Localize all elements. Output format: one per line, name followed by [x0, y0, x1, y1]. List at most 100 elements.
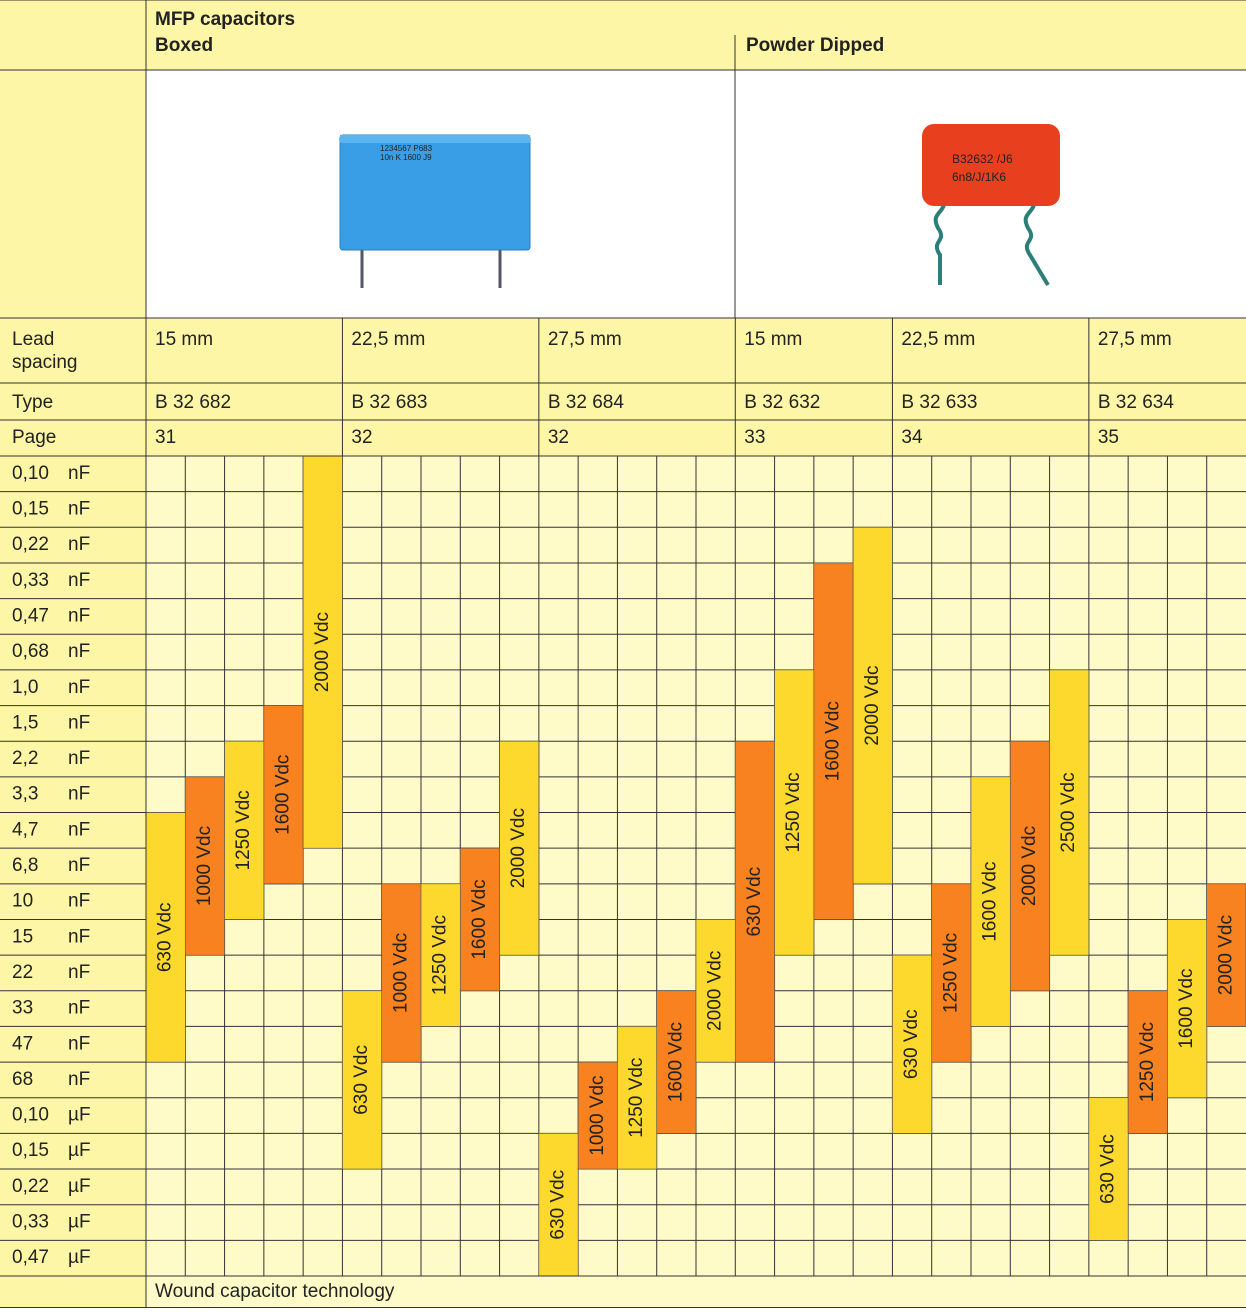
type: B 32 684	[548, 392, 624, 413]
section-title: Powder Dipped	[746, 35, 884, 56]
page-number: 35	[1098, 427, 1119, 448]
voltage-label: 1250 Vdc	[940, 933, 961, 1013]
voltage-label: 1250 Vdc	[783, 772, 804, 852]
capacitance-value: 1,0	[12, 677, 38, 698]
capacitance-value: 0,22	[12, 534, 49, 555]
capacitance-value: 4,7	[12, 819, 38, 840]
capacitance-unit: nF	[68, 498, 90, 519]
capacitance-value: 33	[12, 998, 33, 1019]
label-cell	[0, 70, 146, 318]
voltage-label: 2000 Vdc	[1019, 826, 1040, 906]
voltage-label: 630 Vdc	[155, 902, 176, 972]
capacitance-value: 6,8	[12, 855, 38, 876]
voltage-label: 1250 Vdc	[430, 915, 451, 995]
voltage-label: 1600 Vdc	[1176, 968, 1197, 1048]
marking: 1234567 P683	[380, 144, 433, 153]
voltage-label: 630 Vdc	[901, 1009, 922, 1079]
voltage-label: 1600 Vdc	[665, 1022, 686, 1102]
type: B 32 683	[351, 392, 427, 413]
capacitance-value: 0,33	[12, 570, 49, 591]
type: B 32 632	[744, 392, 820, 413]
capacitance-unit: nF	[68, 855, 90, 876]
voltage-label: 1000 Vdc	[194, 826, 215, 906]
lead-spacing: 22,5 mm	[351, 329, 425, 350]
capacitance-unit: nF	[68, 570, 90, 591]
voltage-label: 630 Vdc	[351, 1045, 372, 1115]
page-number: 33	[744, 427, 765, 448]
footer: Wound capacitor technology	[155, 1281, 395, 1302]
marking: B32632 /J6	[952, 152, 1013, 166]
voltage-label: 2500 Vdc	[1058, 772, 1079, 852]
voltage-label: 1000 Vdc	[587, 1075, 608, 1155]
capacitance-unit: nF	[68, 962, 90, 983]
capacitance-value: 0,10	[12, 463, 49, 484]
voltage-label: 1600 Vdc	[469, 879, 490, 959]
type: B 32 682	[155, 392, 231, 413]
lead-spacing: 27,5 mm	[1098, 329, 1172, 350]
page-number: 34	[901, 427, 923, 448]
row-label: Type	[12, 392, 53, 413]
voltage-label: 1600 Vdc	[273, 755, 294, 835]
section-title: Boxed	[155, 35, 213, 56]
voltage-label: 2000 Vdc	[1215, 915, 1236, 995]
capacitance-value: 0,47	[12, 1247, 49, 1268]
dipped-capacitor-image: B32632 /J6 6n8/J/1K6	[922, 124, 1060, 285]
lead-spacing: 15 mm	[744, 329, 802, 350]
type: B 32 634	[1098, 392, 1174, 413]
capacitance-value: 10	[12, 891, 33, 912]
selection-table: MFP capacitors Boxed Powder Dipped 12345…	[0, 0, 1246, 1308]
marking: 10n K 1600 J9	[380, 153, 432, 162]
capacitance-unit: nF	[68, 463, 90, 484]
page: {"header": {"title": "MFP capacitors", "…	[0, 0, 1246, 1308]
capacitance-value: 22	[12, 962, 33, 983]
capacitance-unit: nF	[68, 784, 90, 805]
voltage-label: 1250 Vdc	[233, 790, 254, 870]
boxed-capacitor-image: 1234567 P683 10n K 1600 J9	[340, 135, 530, 288]
voltage-label: 630 Vdc	[744, 867, 765, 937]
lead-spacing: 22,5 mm	[901, 329, 975, 350]
voltage-label: 630 Vdc	[548, 1170, 569, 1240]
capacitance-unit: nF	[68, 534, 90, 555]
capacitance-unit: nF	[68, 712, 90, 733]
capacitance-value: 0,22	[12, 1176, 49, 1197]
capacitance-value: 0,10	[12, 1105, 49, 1126]
capacitance-unit: nF	[68, 998, 90, 1019]
voltage-label: 1600 Vdc	[980, 862, 1001, 942]
voltage-label: 2000 Vdc	[312, 612, 333, 692]
row-label: Page	[12, 427, 56, 448]
capacitance-unit: nF	[68, 677, 90, 698]
lead-spacing: 15 mm	[155, 329, 213, 350]
capacitance-unit: nF	[68, 1069, 90, 1090]
voltage-label: 630 Vdc	[1098, 1134, 1119, 1204]
capacitance-value: 47	[12, 1033, 33, 1054]
row-label: spacing	[12, 352, 78, 373]
capacitance-value: 15	[12, 926, 33, 947]
lead-spacing: 27,5 mm	[548, 329, 622, 350]
marking: 6n8/J/1K6	[952, 170, 1006, 184]
voltage-label: 1250 Vdc	[1137, 1022, 1158, 1102]
capacitance-unit: nF	[68, 926, 90, 947]
capacitance-unit: µF	[68, 1247, 91, 1268]
voltage-label: 1000 Vdc	[390, 933, 411, 1013]
capacitance-unit: nF	[68, 891, 90, 912]
voltage-label: 2000 Vdc	[705, 951, 726, 1031]
capacitance-value: 68	[12, 1069, 33, 1090]
capacitance-value: 0,15	[12, 1140, 49, 1161]
capacitance-value: 0,15	[12, 498, 49, 519]
capacitance-value: 0,68	[12, 641, 49, 662]
capacitance-unit: µF	[68, 1105, 91, 1126]
title: MFP capacitors	[155, 9, 295, 30]
voltage-label: 1600 Vdc	[823, 701, 844, 781]
capacitance-unit: µF	[68, 1140, 91, 1161]
capacitance-unit: nF	[68, 605, 90, 626]
page-number: 31	[155, 427, 176, 448]
capacitance-value: 1,5	[12, 712, 38, 733]
capacitance-value: 0,33	[12, 1212, 49, 1233]
voltage-label: 1250 Vdc	[626, 1058, 647, 1138]
capacitance-value: 0,47	[12, 605, 49, 626]
voltage-label: 2000 Vdc	[508, 808, 529, 888]
type: B 32 633	[901, 392, 977, 413]
voltage-label: 2000 Vdc	[862, 665, 883, 745]
capacitance-unit: nF	[68, 1033, 90, 1054]
page-number: 32	[548, 427, 569, 448]
